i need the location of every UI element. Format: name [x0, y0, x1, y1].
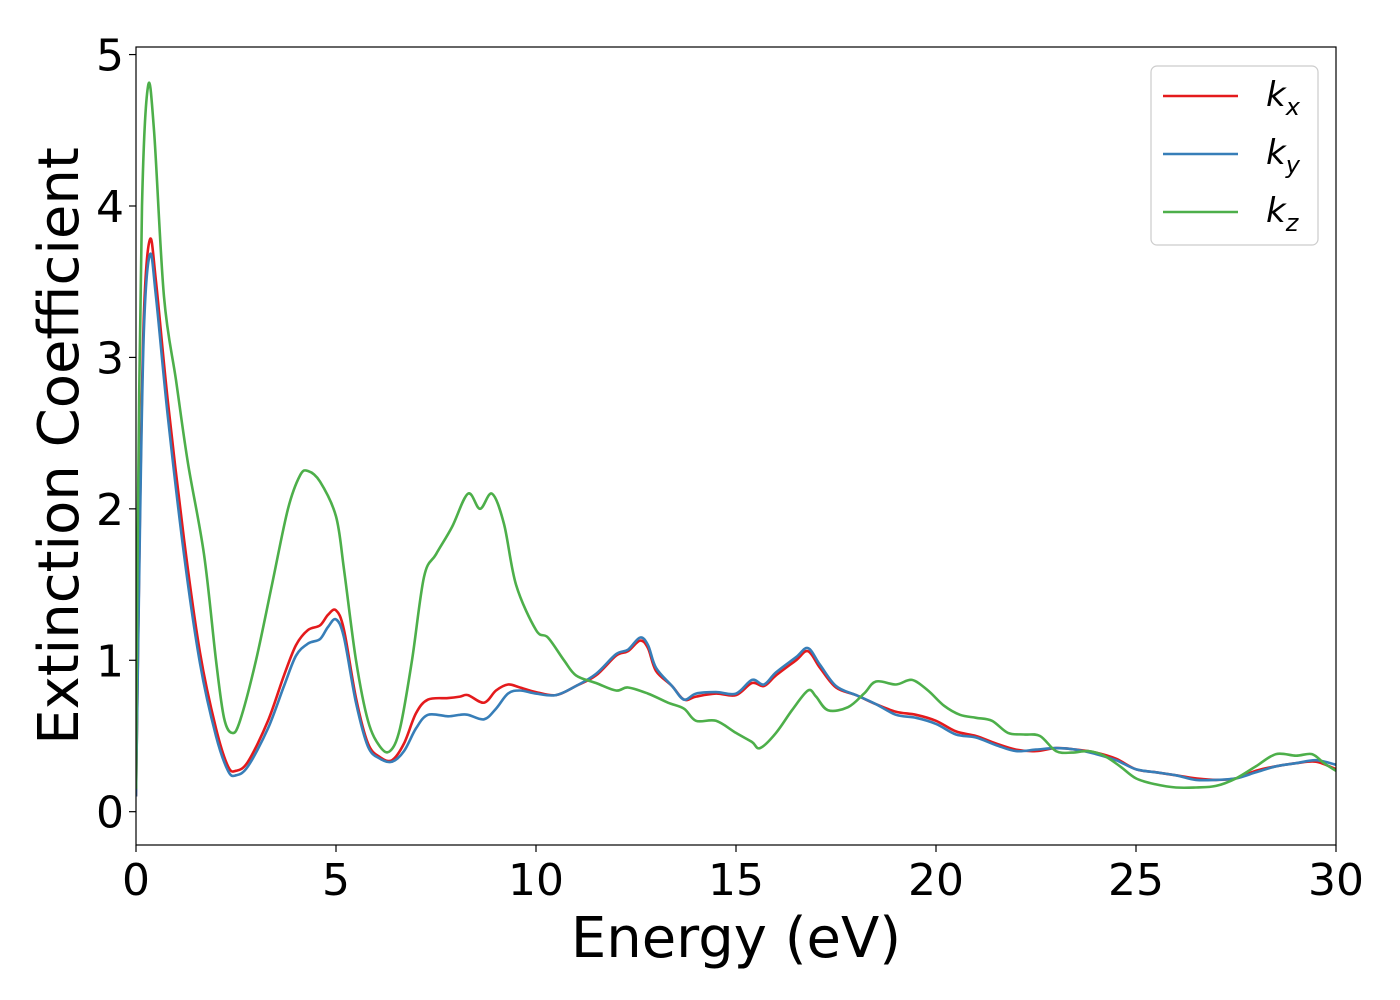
x-tick-label: 5	[322, 855, 350, 906]
series-line-ky	[136, 252, 1336, 797]
plot-lines	[136, 81, 1336, 797]
y-tick-label: 2	[96, 485, 124, 536]
x-tick-label: 20	[908, 855, 964, 906]
x-axis-ticks: 0 5 10 15 20 25 30	[122, 845, 1364, 906]
y-tick-label: 0	[96, 788, 124, 839]
y-axis-label: Extinction Coefficient	[27, 147, 92, 745]
legend-label-kz: kz	[1266, 191, 1300, 237]
legend-label-ky: ky	[1266, 133, 1301, 179]
y-tick-label: 4	[96, 182, 124, 233]
x-tick-label: 0	[122, 855, 150, 906]
y-axis-ticks: 0 1 2 3 4 5	[96, 31, 136, 839]
legend-label-kx: kx	[1266, 75, 1301, 121]
x-tick-label: 30	[1308, 855, 1364, 906]
legend-box	[1150, 65, 1319, 246]
y-tick-label: 1	[96, 636, 124, 687]
series-line-kx	[136, 237, 1336, 797]
series-line-kz	[136, 81, 1336, 790]
legend: kx ky kz	[1150, 65, 1319, 246]
x-tick-label: 15	[708, 855, 764, 906]
y-tick-label: 3	[96, 333, 124, 384]
y-tick-label: 5	[96, 31, 124, 82]
x-axis-label: Energy (eV)	[571, 906, 901, 971]
x-tick-label: 10	[508, 855, 564, 906]
x-tick-label: 25	[1108, 855, 1164, 906]
